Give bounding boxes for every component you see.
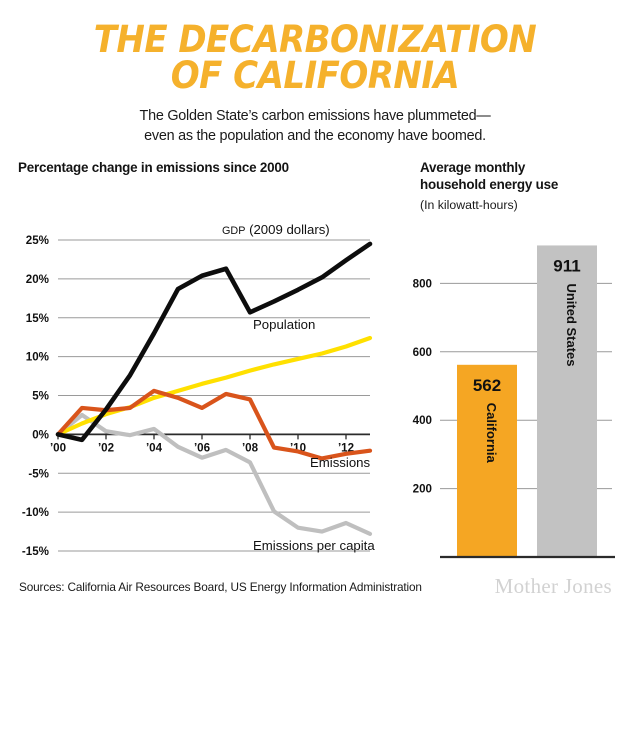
page-title: THE DECARBONIZATION OF CALIFORNIA [93, 18, 537, 97]
svg-text:’04: ’04 [146, 441, 163, 454]
svg-text:’02: ’02 [98, 441, 114, 454]
household-energy-bar-chart: 800 600 400 200 562 California 911 United Stat… [413, 245, 615, 559]
bar-united-states: 911 United States [537, 245, 597, 558]
line-chart-x-tick-labels: ’00’02’04’06’08’10’12 [50, 441, 354, 454]
page-subtitle: The Golden State’s carbon emissions have… [139, 107, 491, 144]
decorative-stripes [0, 640, 630, 728]
svg-text:’00: ’00 [50, 441, 66, 454]
line-chart-x-axis [57, 434, 347, 440]
svg-text:25%: 25% [26, 234, 49, 247]
line-chart-gridlines [58, 239, 370, 552]
bar-chart-subtitle: (In kilowatt-hours) [420, 198, 518, 212]
series-label-population: Population [253, 317, 315, 332]
svg-text:-15%: -15% [22, 545, 49, 558]
bar-chart-y-tick-labels: 800 600 400 200 [413, 277, 432, 495]
bar-chart-title: Average monthly household energy use [420, 160, 559, 192]
line-chart-y-tick-labels: 25% 20% 15% 10% 5% 0% -5% -10% -15% [22, 234, 49, 558]
svg-text:-5%: -5% [28, 467, 49, 480]
series-label-emissions-per-capita: Emissions per capita [253, 538, 375, 553]
line-chart-series [55, 241, 373, 536]
svg-text:0%: 0% [32, 428, 49, 441]
bar-value-label: 562 [473, 376, 501, 395]
mother-jones-logo: Mother Jones [494, 574, 612, 598]
series-label-emissions: Emissions [310, 455, 370, 470]
svg-text:400: 400 [413, 414, 432, 427]
bar-category-label: United States [564, 283, 579, 366]
percentage-change-line-chart: 25% 20% 15% 10% 5% 0% -5% -10% -15% ’00 ’02 ’04 ’06… [22, 222, 375, 558]
svg-text:200: 200 [413, 483, 432, 496]
series-label-gdp: GDP (2009 dollars) GDP (2009 dollars) [222, 222, 330, 237]
svg-text:800: 800 [413, 277, 432, 290]
svg-text:20%: 20% [26, 273, 49, 286]
svg-text:’12: ’12 [338, 441, 354, 454]
bar-value-label: 911 [553, 256, 580, 275]
bar-category-label: California [484, 403, 499, 464]
svg-text:10%: 10% [26, 351, 49, 364]
svg-text:-10%: -10% [22, 506, 49, 519]
line-chart-title: Percentage change in emissions since 200… [18, 160, 289, 175]
infographic-header: THE DECARBONIZATION OF CALIFORNIA The Go… [0, 0, 630, 147]
svg-text:600: 600 [413, 346, 432, 359]
bar-california: 562 California [457, 364, 517, 557]
sources-note: Sources: California Air Resources Board,… [19, 580, 422, 594]
bar-chart-bars: 562 California 911 United States [457, 245, 597, 558]
svg-text:15%: 15% [26, 312, 49, 325]
svg-text:’06: ’06 [194, 441, 211, 454]
svg-text:5%: 5% [32, 390, 49, 403]
svg-text:’08: ’08 [242, 441, 259, 454]
